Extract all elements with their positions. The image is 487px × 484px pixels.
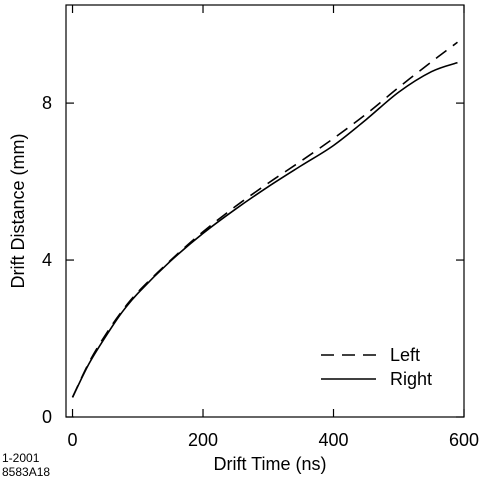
x-axis-label: Drift Time (ns) — [213, 454, 326, 474]
y-tick-label: 8 — [42, 93, 52, 113]
ticks: 0 200 400 600 0 4 8 — [42, 5, 479, 450]
figure-id-line-2: 8583A18 — [2, 465, 50, 479]
x-tick-label: 200 — [188, 430, 218, 450]
series-line-right — [71, 61, 458, 398]
legend-label-left: Left — [390, 345, 420, 365]
series-layer — [71, 41, 458, 398]
x-tick-label: 0 — [68, 430, 78, 450]
series-line-left — [71, 41, 458, 398]
legend-label-right: Right — [390, 369, 432, 389]
y-axis-label: Drift Distance (mm) — [8, 133, 28, 288]
plot-frame — [65, 4, 465, 418]
x-tick-label: 600 — [449, 430, 479, 450]
y-tick-label: 4 — [42, 250, 52, 270]
y-tick-label: 0 — [42, 407, 52, 427]
x-tick-label: 400 — [318, 430, 348, 450]
figure-id-line-1: 1-2001 — [2, 451, 40, 465]
legend: Left Right — [321, 345, 432, 389]
